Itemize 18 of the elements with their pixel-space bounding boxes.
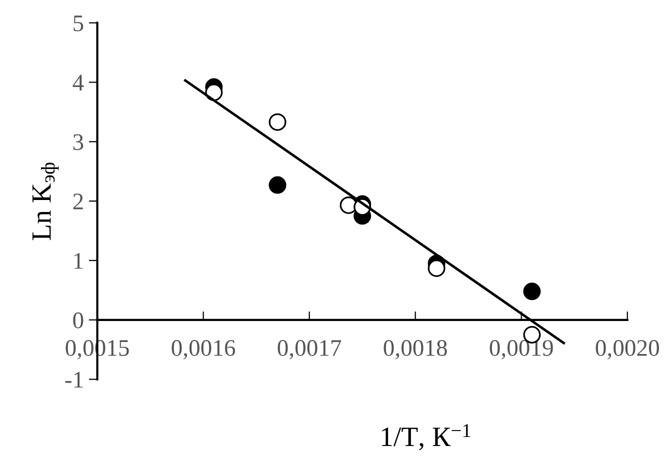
point	[428, 259, 446, 277]
y-tick-label: 5	[74, 16, 84, 32]
y-tick-label: 0	[73, 312, 84, 328]
point	[268, 113, 286, 131]
y-tick-label: 1	[74, 253, 83, 269]
y-tick-label: -1	[65, 372, 83, 388]
x-tick-label: 0,0016	[172, 340, 236, 360]
y-axis-title: Ln K$_{эф}$	[32, 162, 59, 240]
x-tick-label: 0,0017	[278, 340, 342, 360]
y-tick-label: 3	[73, 134, 84, 150]
x-tick-label: 0,0018	[384, 340, 447, 360]
point	[523, 282, 541, 300]
x-tick-label: 0,0019	[490, 340, 553, 360]
y-tick-label: 4	[72, 74, 84, 90]
point	[268, 176, 286, 194]
x-tick-label: 0,0020	[596, 340, 659, 360]
x-axis-title: 1/T, К$^{−1}$	[382, 424, 470, 450]
y-tick-label: 2	[73, 194, 83, 210]
